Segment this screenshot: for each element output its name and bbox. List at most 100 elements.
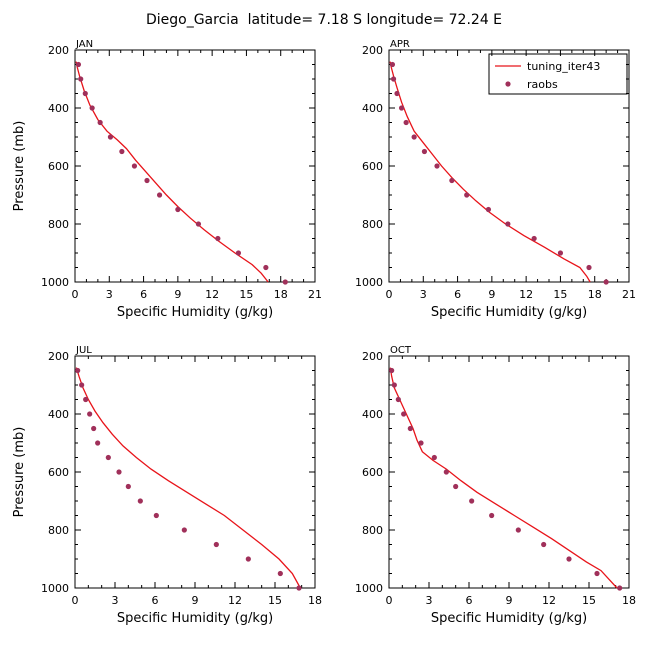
legend-entry-raobs: raobs: [527, 78, 558, 91]
raobs-point: [401, 411, 407, 417]
y-tick-label: 200: [362, 44, 383, 57]
raobs-point: [469, 498, 475, 504]
x-tick-label: 21: [622, 288, 636, 301]
raobs-point: [213, 541, 219, 548]
raobs-point: [97, 119, 103, 126]
x-tick-label: 0: [386, 288, 393, 301]
y-tick-label: 600: [48, 160, 69, 173]
y-tick-label: 800: [362, 218, 383, 231]
raobs-point: [75, 61, 82, 68]
x-tick-label: 15: [239, 288, 253, 301]
x-axis-label: Specific Humidity (g/kg): [431, 611, 587, 626]
raobs-point: [395, 396, 401, 403]
y-tick-label: 600: [48, 466, 69, 479]
raobs-point: [531, 235, 537, 242]
raobs-point: [156, 192, 163, 198]
raobs-point: [105, 454, 111, 461]
raobs-point: [181, 527, 187, 533]
raobs-point: [78, 76, 84, 82]
raobs-point: [566, 556, 572, 562]
x-tick-label: 3: [426, 594, 433, 607]
x-tick-label: 15: [553, 288, 567, 301]
y-tick-label: 1000: [41, 276, 69, 289]
x-tick-label: 12: [542, 594, 556, 607]
raobs-point: [263, 264, 269, 271]
raobs-point: [391, 382, 397, 388]
figure-title: Diego_Garcia latitude= 7.18 S longitude=…: [146, 12, 502, 28]
raobs-point: [594, 570, 600, 577]
model-line-tuning_iter43: [389, 367, 618, 589]
raobs-point: [407, 425, 413, 432]
y-tick-label: 200: [48, 44, 69, 57]
x-tick-label: 0: [72, 288, 79, 301]
raobs-point: [131, 163, 138, 169]
y-axis-label: Pressure (mb): [12, 427, 27, 518]
plot-frame: [74, 355, 316, 589]
raobs-point: [116, 469, 122, 475]
x-tick-label: 15: [582, 594, 596, 607]
x-tick-label: 18: [588, 288, 602, 301]
raobs-point: [215, 235, 221, 242]
panel-label: JUL: [75, 345, 92, 356]
panel-oct: 0 3 6 9 12 15 18 200 400 600 800 1000 OCT Specific Hu…: [355, 345, 636, 626]
x-tick-label: 3: [106, 288, 113, 301]
raobs-point: [245, 556, 251, 562]
raobs-point: [398, 105, 405, 111]
raobs-point: [389, 367, 395, 374]
raobs-point: [75, 367, 81, 374]
raobs-point: [91, 425, 97, 432]
x-tick-label: 18: [622, 594, 636, 607]
x-axis-label: Specific Humidity (g/kg): [431, 305, 587, 320]
x-axis-label: Specific Humidity (g/kg): [117, 611, 273, 626]
panel-jan: 0 3 6 9 12 15 18 21 200 400 600 800 1000 JAN Specific …: [12, 39, 322, 320]
y-tick-label: 800: [48, 218, 69, 231]
raobs-point: [390, 76, 397, 82]
y-tick-label: 200: [362, 350, 383, 363]
raobs-point: [505, 221, 511, 227]
raobs-point: [489, 512, 495, 519]
raobs-point: [431, 454, 437, 461]
raobs-point: [389, 61, 396, 68]
x-tick-label: 6: [454, 288, 461, 301]
plot-frame: [388, 355, 630, 589]
x-tick-label: 21: [308, 288, 322, 301]
x-tick-label: 6: [466, 594, 473, 607]
raobs-point: [235, 250, 242, 256]
raobs-point: [144, 177, 150, 184]
panel-jul: 0 3 6 9 12 15 18 200 400 600 800 1000 JUL Specific Hu…: [12, 345, 322, 626]
raobs-point: [195, 221, 202, 227]
y-tick-label: 1000: [355, 276, 383, 289]
x-tick-label: 0: [386, 594, 393, 607]
model-line-tuning_iter43: [389, 61, 591, 283]
x-axis-label: Specific Humidity (g/kg): [117, 305, 273, 320]
y-tick-label: 200: [48, 350, 69, 363]
raobs-point: [282, 279, 288, 285]
panels: 0 3 6 9 12 15 18 212004006008001000JANSpecific …: [12, 39, 636, 626]
raobs-point: [82, 90, 88, 97]
x-tick-label: 9: [488, 288, 495, 301]
raobs-point: [403, 119, 409, 126]
raobs-point: [95, 440, 101, 446]
raobs-point: [586, 264, 592, 271]
y-tick-label: 400: [48, 102, 69, 115]
y-tick-label: 600: [362, 160, 383, 173]
raobs-point: [125, 483, 131, 490]
raobs-point: [79, 382, 85, 388]
raobs-point: [443, 469, 449, 475]
raobs-point: [83, 396, 89, 403]
raobs-point: [411, 134, 417, 140]
legend-entry-model: tuning_iter43: [527, 60, 600, 73]
x-tick-label: 12: [519, 288, 533, 301]
panel-label: JAN: [75, 39, 93, 50]
x-tick-label: 15: [268, 594, 282, 607]
raobs-point: [277, 570, 283, 577]
x-tick-label: 18: [274, 288, 288, 301]
y-tick-label: 1000: [355, 582, 383, 595]
raobs-point: [515, 527, 521, 533]
y-tick-label: 800: [362, 524, 383, 537]
x-tick-label: 6: [152, 594, 159, 607]
model-line-tuning_iter43: [75, 61, 269, 283]
x-tick-label: 12: [228, 594, 242, 607]
raobs-point: [175, 206, 181, 213]
raobs-point: [485, 206, 492, 213]
